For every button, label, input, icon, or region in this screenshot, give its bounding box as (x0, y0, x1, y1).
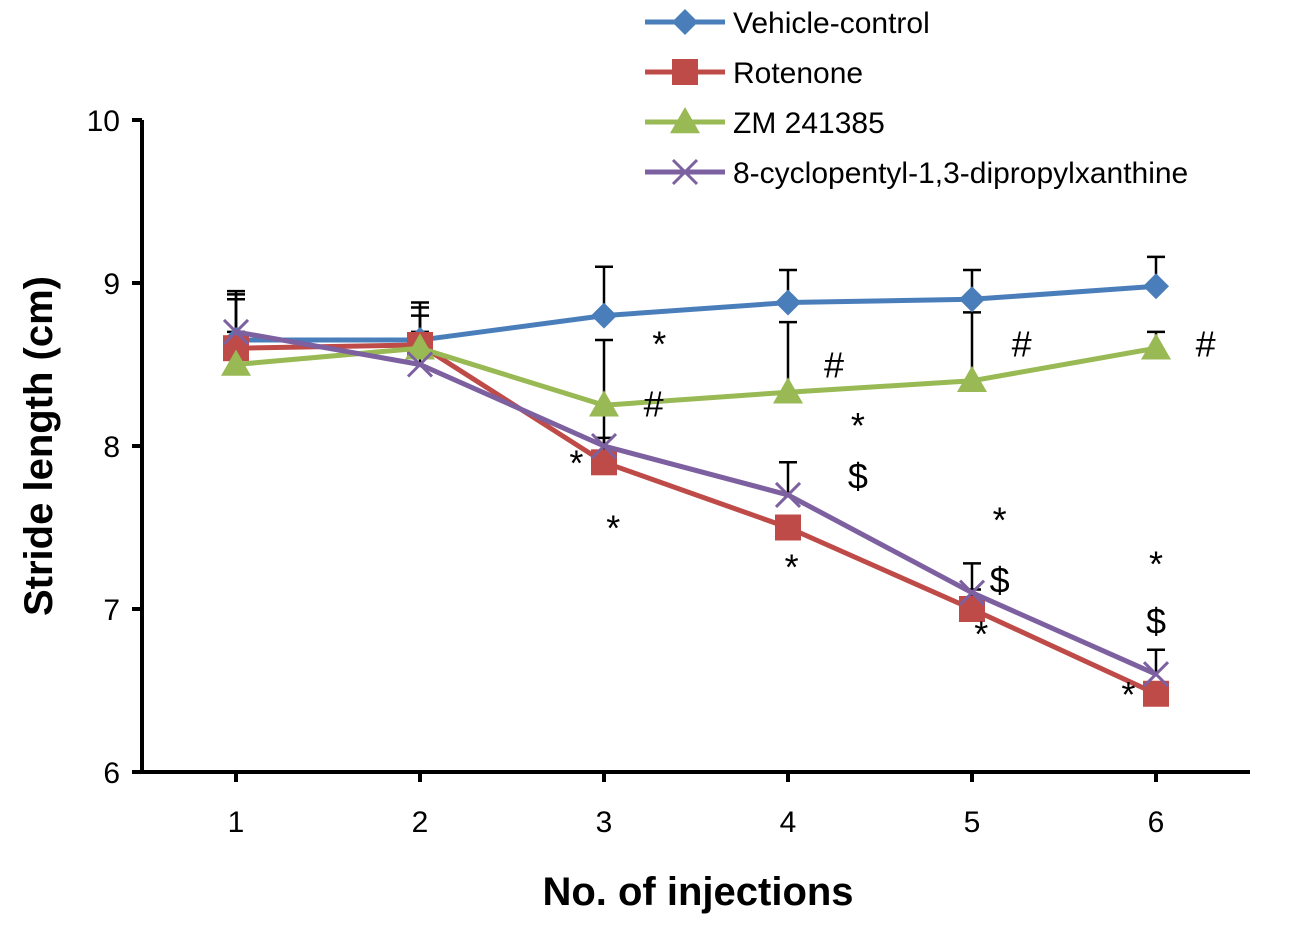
marker-stroke (222, 318, 250, 345)
x-axis-title: No. of injections (542, 870, 853, 914)
series-line-1 (236, 283, 1157, 343)
data-point (773, 377, 803, 404)
x-tick-label: 6 (1148, 806, 1165, 839)
data-point (1143, 273, 1169, 300)
y-tick-label: 10 (87, 105, 120, 138)
significance-mark: * (652, 323, 666, 364)
x-tick-label: 3 (596, 806, 613, 839)
significance-mark: * (1149, 543, 1163, 584)
significance-mark: * (851, 405, 865, 446)
data-point (957, 365, 987, 393)
significance-mark: * (606, 508, 620, 549)
marker-stroke (958, 579, 986, 606)
data-point (590, 432, 618, 460)
x-tick-label: 4 (780, 806, 797, 839)
y-tick-label: 8 (103, 431, 120, 464)
significance-mark: # (824, 345, 844, 386)
legend-marker (672, 59, 698, 85)
data-point (589, 390, 619, 417)
significance-mark: $ (990, 560, 1010, 601)
data-point (959, 286, 985, 313)
legend-marker (672, 9, 698, 35)
axes: 6 7 8 9 10 1 2 3 4 5 6 (87, 105, 1250, 839)
legend-label: ZM 241385 (733, 107, 885, 140)
series-lines (221, 273, 1171, 707)
series-line-4 (235, 329, 1158, 677)
significance-mark: * (785, 547, 799, 588)
significance-annotations: *#**#*$*#*$*#*$* (569, 323, 1215, 714)
marker-stroke (774, 481, 802, 508)
significance-mark: * (993, 499, 1007, 540)
significance-mark: * (974, 613, 988, 654)
legend-label: 8-cyclopentyl-1,3-dipropylxanthine (733, 157, 1188, 190)
data-point (1143, 680, 1169, 707)
data-point (775, 514, 801, 541)
data-point (591, 302, 617, 329)
series-line-3 (235, 345, 1157, 408)
data-point (406, 351, 434, 378)
marker-stroke (590, 432, 618, 460)
legend-label: Vehicle-control (733, 7, 930, 40)
significance-mark: $ (848, 455, 868, 496)
significance-mark: * (1121, 674, 1135, 715)
y-tick-label: 7 (103, 594, 120, 627)
x-tick-label: 5 (964, 806, 981, 839)
data-point (775, 289, 801, 316)
data-point (405, 333, 435, 360)
marker-stroke (671, 158, 699, 186)
data-point (222, 318, 250, 345)
y-tick-label: 9 (103, 268, 120, 301)
marker-stroke (406, 351, 434, 378)
data-point (221, 349, 251, 376)
significance-mark: * (569, 442, 583, 483)
significance-mark: # (1196, 323, 1216, 364)
legend-label: Rotenone (733, 57, 863, 90)
x-tick-label: 1 (228, 806, 245, 839)
x-tick-label: 2 (412, 806, 429, 839)
significance-mark: # (1012, 323, 1032, 364)
data-point (774, 481, 802, 508)
legend-marker (671, 158, 699, 186)
significance-mark: # (644, 384, 664, 425)
y-tick-label: 6 (103, 757, 120, 790)
data-point (958, 579, 986, 606)
legend: Vehicle-control Rotenone ZM 241385 8-cyclop… (645, 7, 1188, 190)
data-point (1141, 333, 1171, 360)
series-line-2 (235, 342, 1158, 697)
legend-marker (670, 107, 700, 134)
significance-mark: $ (1146, 600, 1166, 641)
y-axis-title: Stride length (cm) (17, 276, 61, 616)
marker-stroke (1142, 661, 1170, 688)
data-point (1142, 661, 1170, 688)
